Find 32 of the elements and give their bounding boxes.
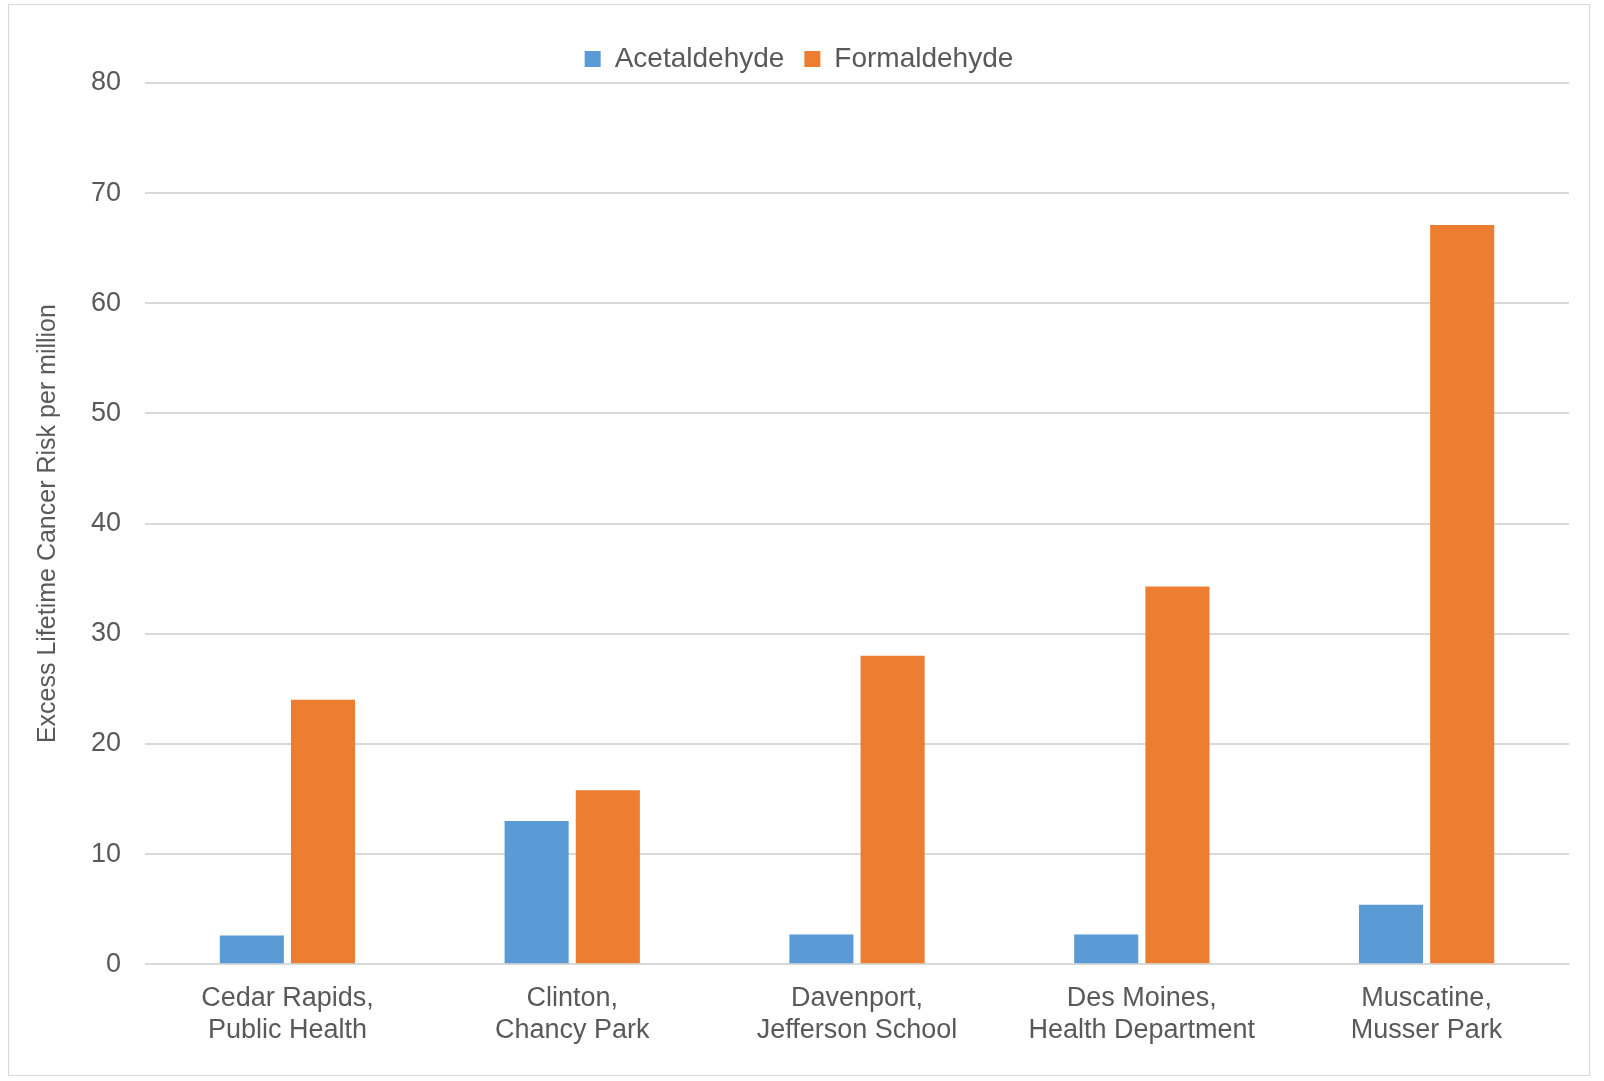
bar: [860, 655, 925, 964]
category-label: Muscatine,: [1361, 981, 1492, 1012]
y-axis-title: Excess Lifetime Cancer Risk per million: [31, 304, 60, 744]
bar: [1145, 586, 1210, 964]
bar: [504, 821, 569, 964]
y-tick-label: 50: [90, 396, 122, 427]
category-label: Jefferson School: [756, 1014, 958, 1045]
legend-label: Formaldehyde: [834, 41, 1014, 73]
legend-label: Acetaldehyde: [614, 41, 785, 73]
category-label: Davenport,: [790, 981, 924, 1012]
category-label: Public Health: [207, 1014, 367, 1045]
y-tick-label: 80: [90, 66, 122, 97]
category-label: Health Department: [1028, 1014, 1256, 1045]
y-tick-label: 10: [90, 837, 122, 868]
category-label: Des Moines,: [1066, 981, 1217, 1012]
y-tick-label: 0: [106, 947, 122, 978]
category-label: Clinton,: [526, 981, 618, 1012]
y-tick-label: 70: [90, 176, 122, 207]
bar: [1074, 934, 1139, 964]
bar: [219, 935, 284, 964]
y-tick-label: 60: [90, 286, 122, 317]
bar: [1430, 225, 1495, 964]
bar: [789, 934, 854, 964]
bar: [290, 699, 356, 964]
category-label: Cedar Rapids,: [201, 981, 374, 1012]
y-tick-label: 20: [90, 727, 122, 758]
y-tick-label: 30: [90, 617, 122, 648]
y-tick-label: 40: [90, 507, 122, 538]
category-label: Musser Park: [1350, 1014, 1503, 1045]
bar: [575, 790, 640, 964]
category-label: Chancy Park: [494, 1014, 650, 1045]
bar: [1358, 904, 1424, 964]
